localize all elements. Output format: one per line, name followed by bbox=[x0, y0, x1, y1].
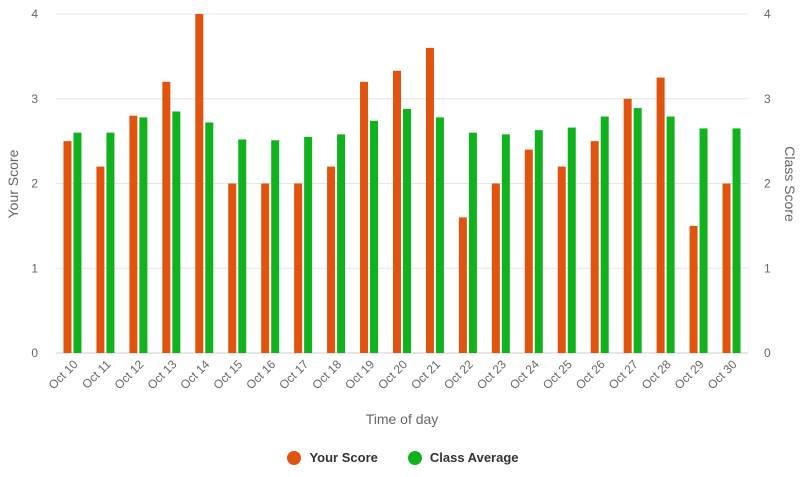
bar-class-average[interactable] bbox=[238, 139, 247, 353]
x-tick-label: Oct 28 bbox=[639, 357, 674, 392]
bar-class-average[interactable] bbox=[534, 130, 543, 353]
bar-class-average[interactable] bbox=[501, 134, 510, 353]
bar-class-average[interactable] bbox=[370, 120, 379, 353]
bar-your-score[interactable] bbox=[590, 141, 599, 353]
x-tick-label: Oct 25 bbox=[540, 357, 575, 392]
right-axis-title: Class Score bbox=[782, 146, 798, 222]
x-tick-label: Oct 17 bbox=[276, 357, 311, 392]
y-tick-label: 3 bbox=[31, 92, 38, 106]
bar-class-average[interactable] bbox=[633, 108, 642, 353]
bar-your-score[interactable] bbox=[557, 166, 566, 353]
legend-item-your-score[interactable]: Your Score bbox=[287, 450, 378, 465]
left-axis-title: Your Score bbox=[5, 149, 21, 218]
bar-your-score[interactable] bbox=[524, 149, 533, 353]
y2-tick-label: 0 bbox=[764, 346, 771, 360]
bar-your-score[interactable] bbox=[195, 14, 204, 353]
bar-class-average[interactable] bbox=[468, 132, 477, 353]
bar-class-average[interactable] bbox=[567, 127, 576, 353]
bar-your-score[interactable] bbox=[261, 183, 270, 354]
bar-your-score[interactable] bbox=[393, 70, 401, 353]
x-tick-label: Oct 26 bbox=[573, 357, 608, 392]
x-tick-label: Oct 29 bbox=[672, 357, 707, 392]
x-tick-label: Oct 13 bbox=[145, 357, 180, 392]
bar-class-average[interactable] bbox=[699, 128, 708, 353]
bar-your-score[interactable] bbox=[623, 98, 632, 353]
right-axis-ticks: 0 1 2 3 4 bbox=[764, 7, 771, 360]
y2-tick-label: 2 bbox=[764, 177, 771, 191]
bar-your-score[interactable] bbox=[360, 81, 369, 354]
legend-label-class-average: Class Average bbox=[429, 450, 519, 465]
x-tick-label: Oct 11 bbox=[79, 357, 113, 391]
bar-class-average[interactable] bbox=[732, 128, 741, 353]
legend-label-your-score: Your Score bbox=[309, 450, 378, 465]
bar-class-average[interactable] bbox=[304, 136, 313, 353]
bar-class-average[interactable] bbox=[205, 122, 214, 353]
bar-your-score[interactable] bbox=[722, 183, 731, 354]
bar-your-score[interactable] bbox=[63, 141, 72, 353]
x-tick-label: Oct 19 bbox=[342, 357, 377, 392]
bar-your-score[interactable] bbox=[425, 47, 434, 354]
x-tick-label: Oct 18 bbox=[309, 357, 344, 392]
bar-class-average[interactable] bbox=[600, 116, 609, 353]
bars bbox=[63, 14, 741, 354]
bar-your-score[interactable] bbox=[96, 166, 105, 353]
bar-your-score[interactable] bbox=[689, 225, 698, 353]
y2-tick-label: 3 bbox=[764, 92, 771, 106]
bar-your-score[interactable] bbox=[228, 183, 237, 354]
x-tick-label: Oct 20 bbox=[375, 357, 410, 392]
x-tick-label: Oct 16 bbox=[243, 357, 278, 392]
bar-your-score[interactable] bbox=[491, 183, 500, 354]
bar-class-average[interactable] bbox=[172, 111, 181, 354]
bar-class-average[interactable] bbox=[139, 117, 148, 354]
bar-class-average[interactable] bbox=[337, 134, 346, 353]
y2-tick-label: 1 bbox=[764, 261, 771, 275]
legend-dot-your-score bbox=[287, 450, 302, 465]
x-tick-label: Oct 14 bbox=[178, 357, 213, 392]
bar-your-score[interactable] bbox=[458, 217, 467, 353]
x-axis-title: Time of day bbox=[366, 411, 439, 427]
y-tick-label: 1 bbox=[31, 261, 38, 275]
grid-lines bbox=[56, 13, 748, 354]
x-tick-label: Oct 12 bbox=[112, 357, 147, 392]
bar-class-average[interactable] bbox=[403, 108, 411, 353]
x-tick-label: Oct 27 bbox=[606, 357, 641, 392]
bar-your-score[interactable] bbox=[656, 77, 665, 353]
bar-class-average[interactable] bbox=[73, 132, 82, 353]
left-axis-ticks: 0 1 2 3 4 bbox=[31, 7, 38, 360]
x-tick-label: Oct 21 bbox=[408, 357, 443, 392]
bar-your-score[interactable] bbox=[162, 81, 171, 354]
x-tick-label: Oct 22 bbox=[441, 357, 476, 392]
x-tick-label: Oct 30 bbox=[705, 357, 740, 392]
x-tick-label: Oct 23 bbox=[474, 357, 509, 392]
legend-dot-class-average bbox=[407, 450, 422, 465]
y2-tick-label: 4 bbox=[764, 7, 771, 21]
bar-your-score[interactable] bbox=[129, 115, 138, 353]
bar-class-average[interactable] bbox=[106, 132, 115, 353]
bar-your-score[interactable] bbox=[294, 183, 303, 354]
bar-class-average[interactable] bbox=[666, 116, 675, 353]
x-tick-label: Oct 15 bbox=[210, 357, 245, 392]
legend-item-class-average[interactable]: Class Average bbox=[407, 450, 519, 465]
y-tick-label: 4 bbox=[31, 7, 38, 21]
y-tick-label: 2 bbox=[31, 177, 38, 191]
bar-class-average[interactable] bbox=[435, 117, 444, 354]
x-tick-label: Oct 10 bbox=[46, 357, 81, 392]
legend: Your Score Class Average bbox=[0, 450, 806, 465]
y-tick-label: 0 bbox=[31, 346, 38, 360]
x-tick-label: Oct 24 bbox=[507, 357, 542, 392]
bar-class-average[interactable] bbox=[271, 140, 280, 353]
bar-your-score[interactable] bbox=[327, 166, 336, 353]
